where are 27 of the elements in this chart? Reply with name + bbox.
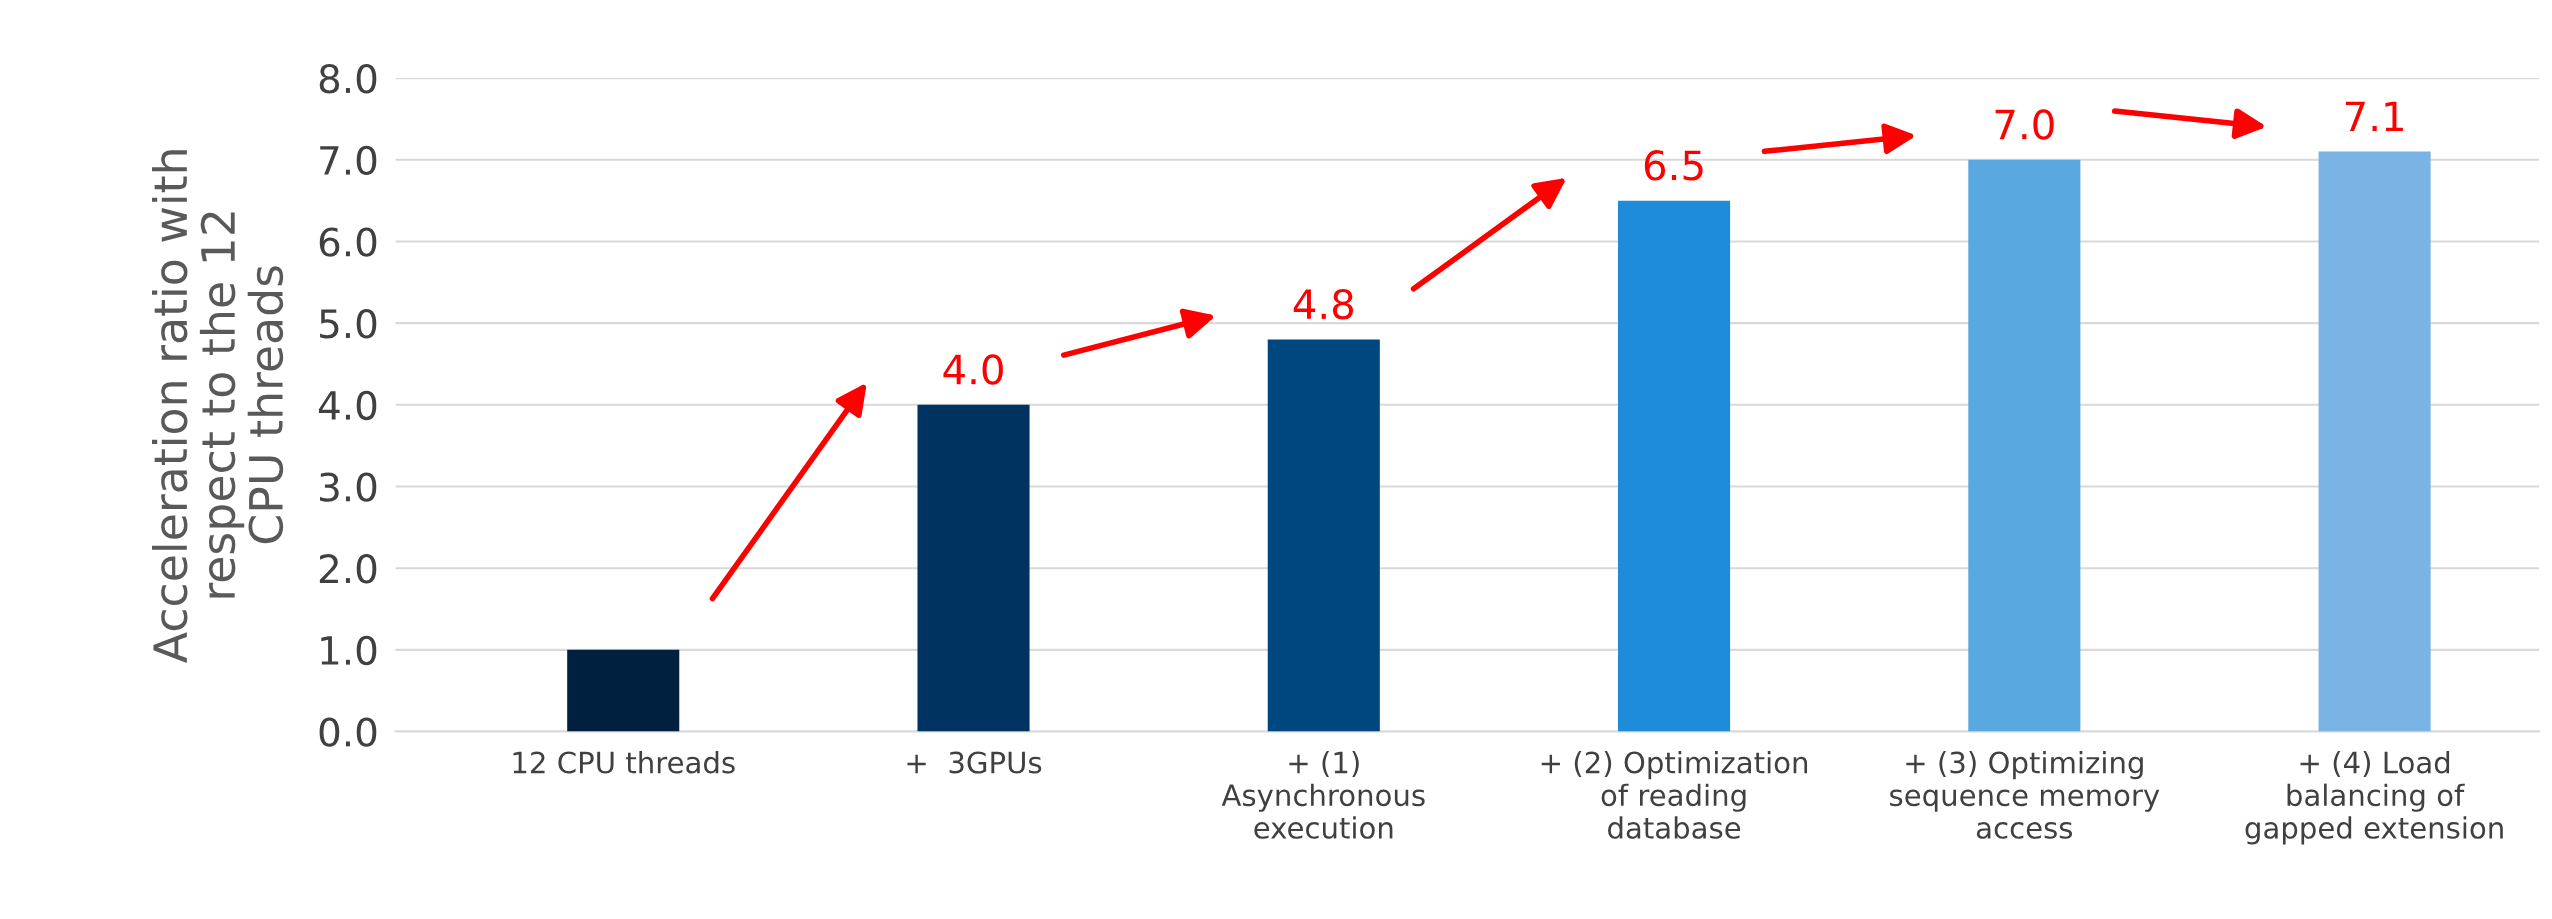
data-label: 4.8: [1293, 288, 1354, 320]
data-label: 7.1: [2345, 101, 2403, 131]
y-axis-title: Acceleration ratio with respect to the 12 CPU threads: [152, 150, 284, 663]
data-label: 6.5: [1644, 150, 1703, 181]
bar: [1968, 159, 2081, 732]
bar: [917, 404, 1030, 732]
y-tick-label: 7.0: [320, 145, 377, 176]
x-tick-label: + (3) Optimizing sequence memory access: [1890, 750, 2160, 839]
bar: [567, 649, 680, 732]
y-tick-label: 1.0: [321, 635, 377, 666]
y-tick-label: 4.0: [318, 390, 377, 421]
bar: [1618, 200, 1731, 732]
data-label: 4.0: [943, 354, 1003, 385]
x-tick-label: + (1) Asynchronous execution: [1221, 751, 1425, 839]
y-tick-label: 2.0: [319, 554, 377, 584]
bar: [1267, 339, 1380, 732]
bar: [2318, 151, 2431, 732]
y-tick-label: 8.0: [319, 64, 377, 94]
x-tick-label: + (4) Load balancing of gapped extension: [2245, 750, 2503, 845]
x-tick-label: + 3GPUs: [907, 751, 1042, 774]
y-tick-label: 5.0: [320, 309, 377, 339]
x-tick-label: 12 CPU threads: [513, 750, 735, 774]
y-tick-label: 6.0: [319, 227, 377, 257]
y-tick-label: 3.0: [320, 472, 377, 502]
x-tick-label: + (2) Optimization of reading database: [1541, 750, 1808, 839]
y-tick-label: 0.0: [319, 717, 377, 747]
data-label: 7.0: [1995, 109, 2054, 140]
